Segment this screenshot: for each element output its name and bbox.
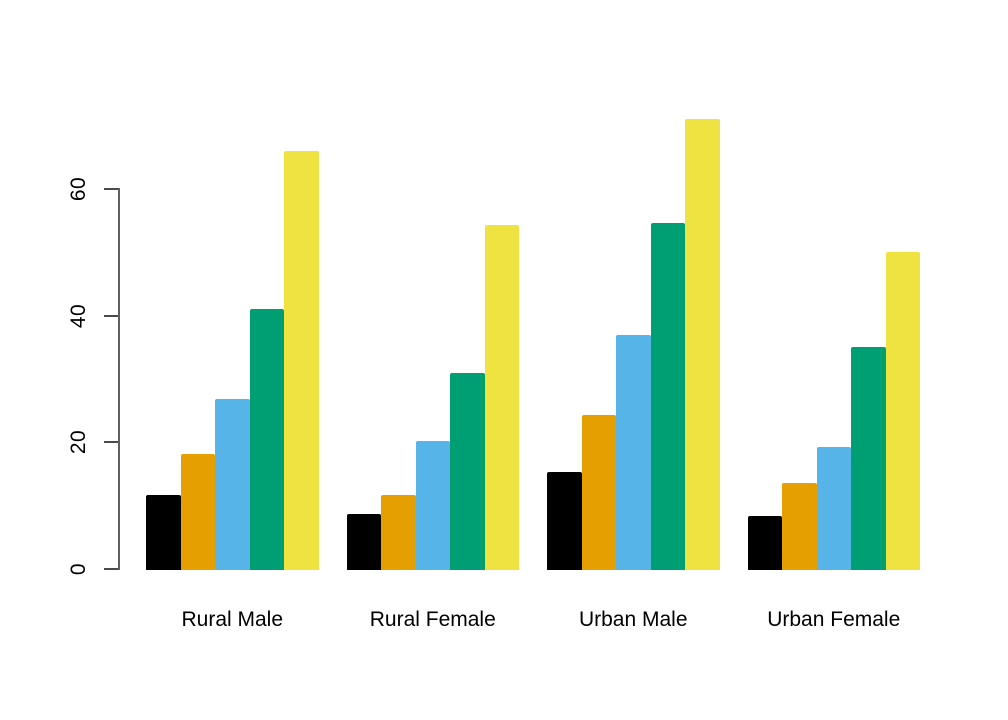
- bar-rural-female-black: [346, 514, 381, 570]
- bar-urban-male-sky-blue: [616, 335, 651, 570]
- bar-rural-female-green: [450, 373, 485, 570]
- bar-urban-male-orange: [581, 415, 616, 570]
- bar-rural-male-black: [146, 495, 181, 570]
- bar-rural-male-green: [249, 309, 284, 570]
- y-tick-label: 20: [67, 430, 90, 455]
- y-tick-label: 40: [67, 303, 90, 328]
- bar-urban-female-yellow: [885, 252, 920, 570]
- bar-rural-male-yellow: [284, 151, 319, 570]
- bar-rural-male-sky-blue: [215, 399, 250, 570]
- y-axis-line: [118, 188, 120, 570]
- bar-rural-male-orange: [180, 454, 215, 570]
- bar-rural-female-yellow: [484, 225, 519, 570]
- x-axis-label: Urban Female: [767, 608, 901, 631]
- bar-rural-female-sky-blue: [415, 441, 450, 570]
- bar-urban-female-green: [851, 347, 886, 570]
- bar-rural-female-orange: [381, 495, 416, 570]
- bar-urban-female-black: [747, 516, 782, 570]
- x-axis-label: Urban Male: [578, 608, 688, 631]
- bar-urban-female-orange: [782, 483, 817, 570]
- y-tick-mark: [104, 314, 118, 317]
- bar-urban-male-green: [650, 223, 685, 570]
- y-tick-mark: [104, 568, 118, 570]
- y-tick-label: 0: [67, 562, 90, 576]
- x-axis-label: Rural Male: [181, 608, 284, 631]
- y-tick-mark: [104, 441, 118, 444]
- x-axis-label: Rural Female: [369, 608, 496, 631]
- y-tick-mark: [104, 188, 118, 191]
- bar-urban-female-sky-blue: [816, 447, 851, 570]
- bar-urban-male-yellow: [685, 119, 720, 570]
- bar-urban-male-black: [547, 472, 582, 570]
- y-tick-label: 60: [67, 177, 90, 202]
